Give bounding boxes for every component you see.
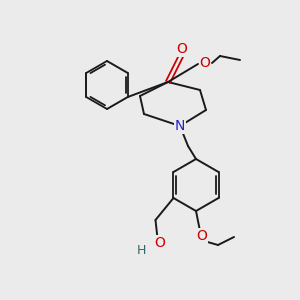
Text: O: O bbox=[196, 229, 207, 243]
Text: O: O bbox=[177, 42, 188, 56]
Text: N: N bbox=[175, 119, 185, 133]
Text: O: O bbox=[154, 236, 165, 250]
Text: H: H bbox=[137, 244, 146, 256]
Text: O: O bbox=[200, 56, 210, 70]
